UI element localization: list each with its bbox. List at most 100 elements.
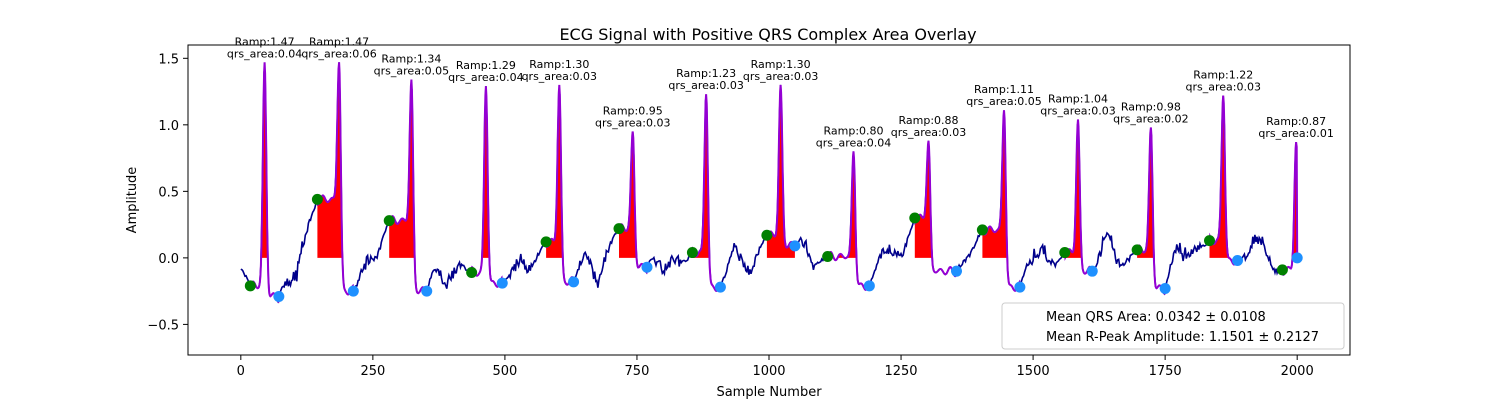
qrs-offset-marker-5 [568, 276, 580, 288]
qrs-area-fill-3 [389, 79, 427, 258]
qrs-onset-marker-5 [540, 236, 552, 248]
qrs-segment-line-3 [388, 79, 428, 296]
qrs-area-label-13: qrs_area:0.02 [1113, 112, 1188, 125]
qrs-segment-line-8 [765, 84, 796, 253]
r-peak-amplitude-label-6: Ramp:0.95 [603, 104, 663, 117]
y-tick-label: −0.5 [147, 318, 179, 333]
axis-ticks: 0 250 500 750 1000 1250 1500 1750 2000 −0.5 0.0 0.5… [147, 52, 1313, 379]
qrs-segment-line-11 [981, 110, 1021, 292]
qrs-area-label-14: qrs_area:0.03 [1186, 81, 1261, 94]
qrs-onset-marker-3 [383, 215, 395, 227]
qrs-segment-line-10 [913, 140, 958, 278]
qrs-onset-marker-12 [1059, 247, 1071, 259]
y-tick-label: 0.0 [158, 252, 179, 267]
qrs-segment-line-2 [316, 62, 355, 296]
qrs-area-label-2: qrs_area:0.06 [301, 47, 376, 60]
legend-entry-mean-r-peak-amplitude: Mean R-Peak Amplitude: 1.1501 ± 0.2127 [1046, 330, 1319, 345]
qrs-area-label-7: qrs_area:0.03 [668, 79, 743, 92]
qrs-offset-marker-14 [1231, 255, 1243, 267]
qrs-area-label-10: qrs_area:0.03 [891, 126, 966, 139]
r-peak-amplitude-label-15: Ramp:0.87 [1266, 115, 1326, 128]
qrs-onset-marker-8 [761, 229, 773, 241]
r-peak-amplitude-label-3: Ramp:1.34 [381, 53, 441, 66]
x-tick-label: 1500 [1017, 364, 1050, 379]
qrs-area-fill-6 [619, 131, 647, 258]
qrs-area-label-5: qrs_area:0.03 [522, 70, 597, 83]
r-peak-amplitude-label-8: Ramp:1.30 [751, 58, 811, 71]
plot-area: Ramp:1.47qrs_area:0.04Ramp:1.47qrs_area:… [227, 35, 1334, 304]
qrs-segment-line-7 [691, 94, 722, 292]
chart-title: ECG Signal with Positive QRS Complex Are… [559, 25, 976, 44]
x-tick-label: 250 [360, 364, 385, 379]
x-tick-label: 0 [237, 364, 245, 379]
y-axis-label: Amplitude [125, 167, 140, 234]
qrs-area-fill-14 [1209, 95, 1238, 258]
qrs-offset-marker-12 [1086, 265, 1098, 277]
r-peak-amplitude-label-9: Ramp:0.80 [823, 124, 883, 137]
legend-entry-mean-qrs-area: Mean QRS Area: 0.0342 ± 0.0108 [1046, 310, 1266, 325]
qrs-segment-line-9 [827, 151, 871, 291]
qrs-area-fill-7 [692, 94, 721, 258]
qrs-onset-marker-9 [822, 251, 834, 263]
qrs-area-fill-1 [250, 62, 279, 258]
qrs-area-fill-2 [317, 62, 354, 258]
qrs-area-fill-11 [982, 110, 1020, 258]
qrs-onset-marker-4 [466, 267, 478, 279]
qrs-offset-marker-6 [641, 261, 653, 273]
r-peak-amplitude-label-10: Ramp:0.88 [898, 114, 958, 127]
r-peak-amplitude-label-12: Ramp:1.04 [1048, 93, 1108, 106]
r-peak-amplitude-label-14: Ramp:1.22 [1193, 69, 1253, 82]
x-tick-label: 1250 [884, 364, 917, 379]
qrs-area-fill-10 [914, 140, 957, 258]
qrs-area-label-6: qrs_area:0.03 [595, 116, 670, 129]
qrs-offset-marker-8 [789, 240, 801, 252]
x-tick-label: 750 [625, 364, 650, 379]
r-peak-amplitude-label-5: Ramp:1.30 [529, 58, 589, 71]
qrs-segment-line-4 [470, 86, 504, 288]
r-peak-amplitude-label-7: Ramp:1.23 [676, 67, 736, 80]
qrs-offset-marker-4 [496, 277, 508, 289]
qrs-area-label-3: qrs_area:0.05 [374, 65, 449, 78]
qrs-offset-marker-2 [347, 285, 359, 297]
r-peak-amplitude-label-4: Ramp:1.29 [456, 59, 516, 72]
legend-box [1001, 302, 1345, 350]
x-axis-label: Sample Number [716, 385, 822, 400]
qrs-area-label-9: qrs_area:0.04 [816, 136, 891, 149]
x-tick-label: 1750 [1149, 364, 1182, 379]
qrs-area-fill-5 [546, 84, 574, 258]
qrs-offset-marker-10 [951, 265, 963, 277]
qrs-onset-marker-10 [909, 212, 921, 224]
qrs-area-label-11: qrs_area:0.05 [966, 95, 1041, 108]
r-peak-amplitude-label-11: Ramp:1.11 [974, 83, 1034, 96]
qrs-area-fill-12 [1064, 119, 1093, 258]
qrs-offset-marker-15 [1291, 252, 1303, 264]
qrs-onset-marker-14 [1204, 235, 1216, 247]
qrs-area-fill-8 [766, 84, 795, 258]
qrs-area-fill-13 [1137, 127, 1166, 258]
y-tick-label: 0.5 [158, 185, 179, 200]
qrs-onset-marker-7 [686, 247, 698, 259]
qrs-onset-marker-11 [976, 224, 988, 236]
qrs-onset-marker-15 [1276, 264, 1288, 276]
qrs-area-label-12: qrs_area:0.03 [1040, 105, 1115, 118]
qrs-offset-marker-1 [273, 290, 285, 302]
r-peak-amplitude-label-13: Ramp:0.98 [1121, 100, 1181, 113]
x-tick-label: 500 [492, 364, 517, 379]
legend: Mean QRS Area: 0.0342 ± 0.0108 Mean R-Pe… [1001, 302, 1345, 350]
qrs-area-label-4: qrs_area:0.04 [448, 71, 523, 84]
qrs-offset-marker-3 [421, 285, 433, 297]
qrs-offset-marker-7 [714, 281, 726, 293]
x-tick-label: 1000 [752, 364, 785, 379]
qrs-onset-marker-2 [311, 193, 323, 205]
qrs-onset-marker-13 [1131, 244, 1143, 256]
qrs-onset-marker-1 [244, 280, 256, 292]
qrs-area-label-8: qrs_area:0.03 [743, 70, 818, 83]
qrs-area-label-15: qrs_area:0.01 [1258, 127, 1333, 140]
y-tick-label: 1.5 [158, 52, 179, 67]
qrs-offset-marker-11 [1014, 281, 1026, 293]
x-tick-label: 2000 [1281, 364, 1314, 379]
qrs-onset-marker-6 [613, 223, 625, 235]
qrs-offset-marker-13 [1159, 282, 1171, 294]
qrs-offset-marker-9 [863, 280, 875, 292]
